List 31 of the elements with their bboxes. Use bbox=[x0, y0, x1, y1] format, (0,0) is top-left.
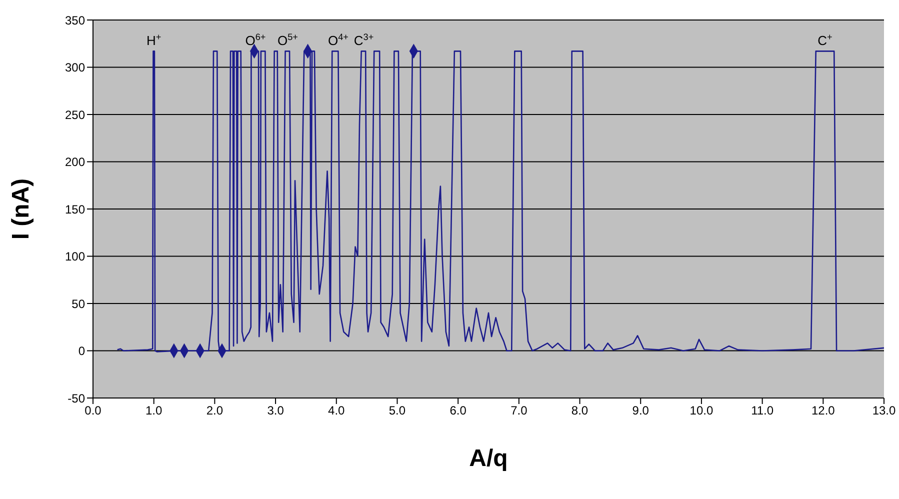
y-tick-label: 100 bbox=[64, 250, 86, 264]
annotation: H$^{+}$ bbox=[146, 32, 162, 48]
annotation: O$^{4+}$ bbox=[328, 32, 348, 48]
annotation: O$^{5+}$ bbox=[277, 32, 298, 48]
x-tick-label: 4.0 bbox=[328, 404, 346, 418]
x-tick-label: 0.0 bbox=[84, 404, 102, 418]
y-tick-label: -50 bbox=[68, 391, 86, 406]
x-tick-label: 2.0 bbox=[206, 404, 224, 418]
y-axis-title: I (nA) bbox=[8, 178, 35, 240]
y-tick-label: 150 bbox=[64, 202, 86, 216]
x-tick-label: 8.0 bbox=[571, 404, 588, 418]
annotation: O$^{6+}$ bbox=[245, 32, 266, 48]
annotation: C$^{+}$ bbox=[818, 32, 832, 48]
x-tick-label: 10.0 bbox=[690, 404, 714, 418]
x-tick-label: 6.0 bbox=[450, 404, 467, 418]
x-tick-label: 5.0 bbox=[388, 404, 406, 418]
y-tick-label: 50 bbox=[72, 296, 86, 311]
y-tick-label: 200 bbox=[64, 155, 86, 170]
x-tick-label: 11.0 bbox=[751, 404, 774, 418]
x-tick-label: 1.0 bbox=[146, 404, 163, 418]
x-tick-label: 9.0 bbox=[632, 404, 650, 418]
x-tick-label: 13.0 bbox=[872, 404, 896, 418]
x-axis-title: A/q bbox=[469, 445, 508, 472]
x-tick-label: 12.0 bbox=[811, 404, 836, 418]
x-tick-label: 3.0 bbox=[267, 404, 284, 418]
y-tick-label: 250 bbox=[64, 108, 86, 122]
y-tick-label: 350 bbox=[64, 13, 86, 28]
annotation: C$^{3+}$ bbox=[354, 32, 374, 48]
x-tick-label: 7.0 bbox=[510, 404, 528, 418]
y-tick-label: 300 bbox=[64, 60, 86, 75]
y-tick-label: 0 bbox=[78, 344, 86, 358]
